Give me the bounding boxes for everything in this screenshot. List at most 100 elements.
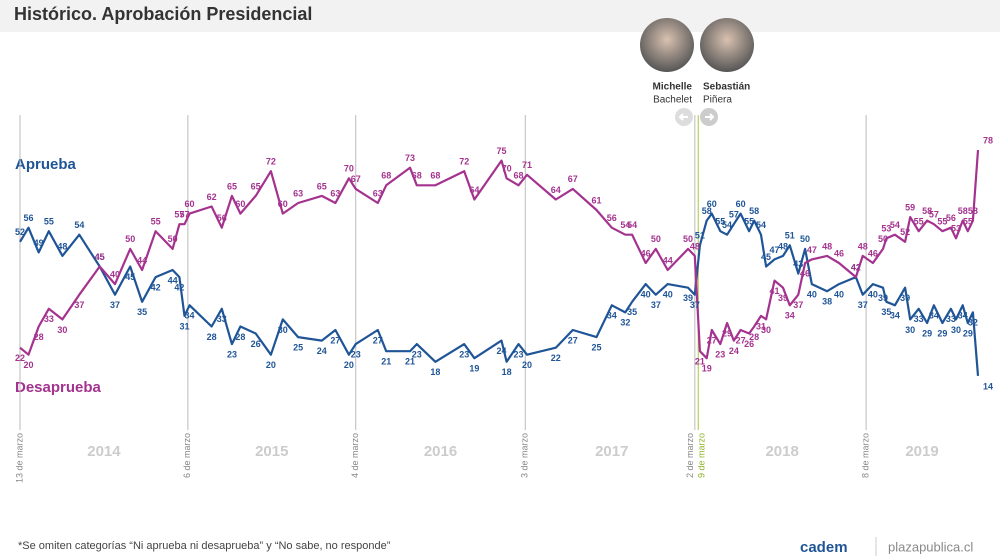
data-label: 42 <box>151 282 161 292</box>
x-tick-label: 6 de marzo <box>182 433 192 478</box>
data-label: 57 <box>929 210 939 220</box>
data-label: 27 <box>568 335 578 345</box>
data-label: 18 <box>502 367 512 377</box>
data-label: 37 <box>858 300 868 310</box>
data-label: 26 <box>251 339 261 349</box>
data-label: 67 <box>568 174 578 184</box>
data-label: 40 <box>641 290 651 300</box>
data-label: 33 <box>914 314 924 324</box>
data-label: 39 <box>683 293 693 303</box>
data-label: 42 <box>174 282 184 292</box>
data-label: 37 <box>690 300 700 310</box>
data-label: 44 <box>137 255 147 265</box>
data-label: 30 <box>278 325 288 335</box>
period-label: 2018 <box>765 443 798 460</box>
x-tick-label: 9 de marzo <box>697 433 707 478</box>
data-label: 46 <box>834 248 844 258</box>
data-label: 55 <box>151 217 161 227</box>
president-first: Michelle <box>653 82 693 93</box>
data-label: 35 <box>881 307 891 317</box>
data-label: 25 <box>293 342 303 352</box>
data-label: 60 <box>707 199 717 209</box>
data-label: 50 <box>651 234 661 244</box>
data-label: 40 <box>834 290 844 300</box>
data-label: 23 <box>227 350 237 360</box>
data-label: 54 <box>722 220 732 230</box>
data-label: 32 <box>620 318 630 328</box>
data-label: 68 <box>430 171 440 181</box>
data-label: 54 <box>627 220 637 230</box>
photo <box>640 18 694 72</box>
data-label: 50 <box>878 234 888 244</box>
data-label: 37 <box>74 300 84 310</box>
data-label: 65 <box>227 181 237 191</box>
data-label: 35 <box>627 307 637 317</box>
title-band <box>0 0 1000 32</box>
data-label: 70 <box>502 164 512 174</box>
data-label: 56 <box>23 213 33 223</box>
data-label: 54 <box>620 220 630 230</box>
data-label: 55 <box>44 217 54 227</box>
data-label: 26 <box>744 339 754 349</box>
data-label: 33 <box>946 314 956 324</box>
data-label: 68 <box>412 171 422 181</box>
data-label: 62 <box>207 192 217 202</box>
data-label: 47 <box>807 245 817 255</box>
data-label: 64 <box>469 185 479 195</box>
data-label: 54 <box>74 220 84 230</box>
data-label: 32 <box>968 318 978 328</box>
data-label: 67 <box>351 174 361 184</box>
data-label: 21 <box>381 357 391 367</box>
data-label: 54 <box>756 220 766 230</box>
data-label: 68 <box>381 171 391 181</box>
footnote: *Se omiten categorías “Ni aprueba ni des… <box>18 540 391 552</box>
data-label: 58 <box>749 206 759 216</box>
data-label: 56 <box>946 213 956 223</box>
data-label: 45 <box>125 272 135 282</box>
data-label: 22 <box>551 353 561 363</box>
photo <box>700 18 754 72</box>
data-label: 55 <box>715 217 725 227</box>
data-label: 63 <box>293 188 303 198</box>
data-label: 37 <box>110 300 120 310</box>
data-label: 27 <box>736 335 746 345</box>
data-label: 23 <box>513 350 523 360</box>
data-label: 31 <box>179 321 189 331</box>
data-label: 43 <box>793 259 803 269</box>
series-label: Desaprueba <box>15 379 102 396</box>
data-label: 21 <box>695 357 705 367</box>
data-label: 35 <box>137 307 147 317</box>
next-arrow <box>705 113 715 121</box>
data-label: 65 <box>317 181 327 191</box>
data-label: 45 <box>95 252 105 262</box>
data-label: 64 <box>551 185 561 195</box>
data-label: 30 <box>951 325 961 335</box>
data-label: 55 <box>937 217 947 227</box>
data-label: 58 <box>922 206 932 216</box>
data-label: 23 <box>459 350 469 360</box>
data-label: 72 <box>459 157 469 167</box>
series-line <box>19 150 980 360</box>
data-label: 19 <box>702 364 712 374</box>
data-label: 48 <box>57 241 67 251</box>
data-label: 23 <box>412 350 422 360</box>
data-label: 20 <box>266 360 276 370</box>
data-label: 52 <box>15 227 25 237</box>
data-label: 19 <box>469 364 479 374</box>
brand: cadem <box>800 539 848 556</box>
data-label: 60 <box>185 199 195 209</box>
data-label: 47 <box>770 245 780 255</box>
period-label: 2017 <box>595 443 628 460</box>
x-tick-label: 8 de marzo <box>860 433 870 478</box>
period-label: 2016 <box>424 443 457 460</box>
data-label: 60 <box>235 199 245 209</box>
data-label: 24 <box>729 346 739 356</box>
data-label: 30 <box>57 325 67 335</box>
data-label: 44 <box>663 255 673 265</box>
x-tick-label: 3 de marzo <box>520 433 530 478</box>
data-label: 28 <box>235 332 245 342</box>
data-label: 60 <box>736 199 746 209</box>
data-label: 20 <box>344 360 354 370</box>
data-label: 48 <box>778 241 788 251</box>
